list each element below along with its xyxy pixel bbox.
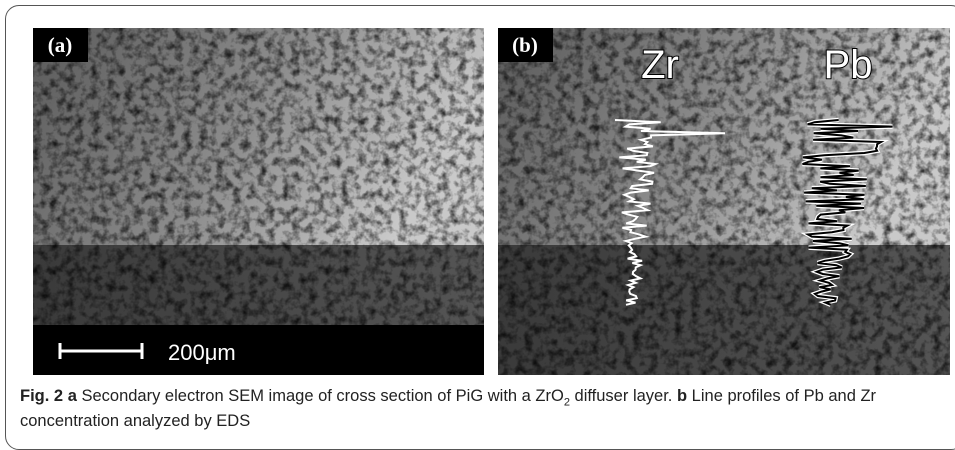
element-label: Pb bbox=[824, 43, 873, 87]
caption-text: diffuser layer. bbox=[574, 387, 673, 405]
zr-profile bbox=[614, 119, 726, 306]
sem-image-b bbox=[498, 28, 950, 375]
pb-profile bbox=[802, 119, 893, 306]
caption-text: Line profiles of Pb and Zr concentration… bbox=[20, 387, 877, 430]
panel-marker: b bbox=[676, 387, 688, 405]
scale-bar-label: 200μm bbox=[168, 340, 236, 365]
caption-text: Secondary electron SEM image of cross se… bbox=[81, 387, 570, 409]
panel-marker: a bbox=[67, 387, 77, 405]
figure-label: Fig. 2 bbox=[20, 387, 64, 405]
caption-text: Secondary electron SEM image of cross se… bbox=[81, 387, 564, 405]
panel-label: (a) bbox=[48, 33, 73, 57]
figure-images: (a) 200μm (b) Zr Pb bbox=[33, 28, 950, 375]
caption: Fig. 2 a Secondary electron SEM image of… bbox=[20, 384, 945, 434]
element-label: Zr bbox=[641, 43, 679, 87]
panel-label: (b) bbox=[512, 33, 538, 57]
sem-image-a bbox=[33, 28, 484, 375]
subscript: 2 bbox=[563, 396, 570, 409]
